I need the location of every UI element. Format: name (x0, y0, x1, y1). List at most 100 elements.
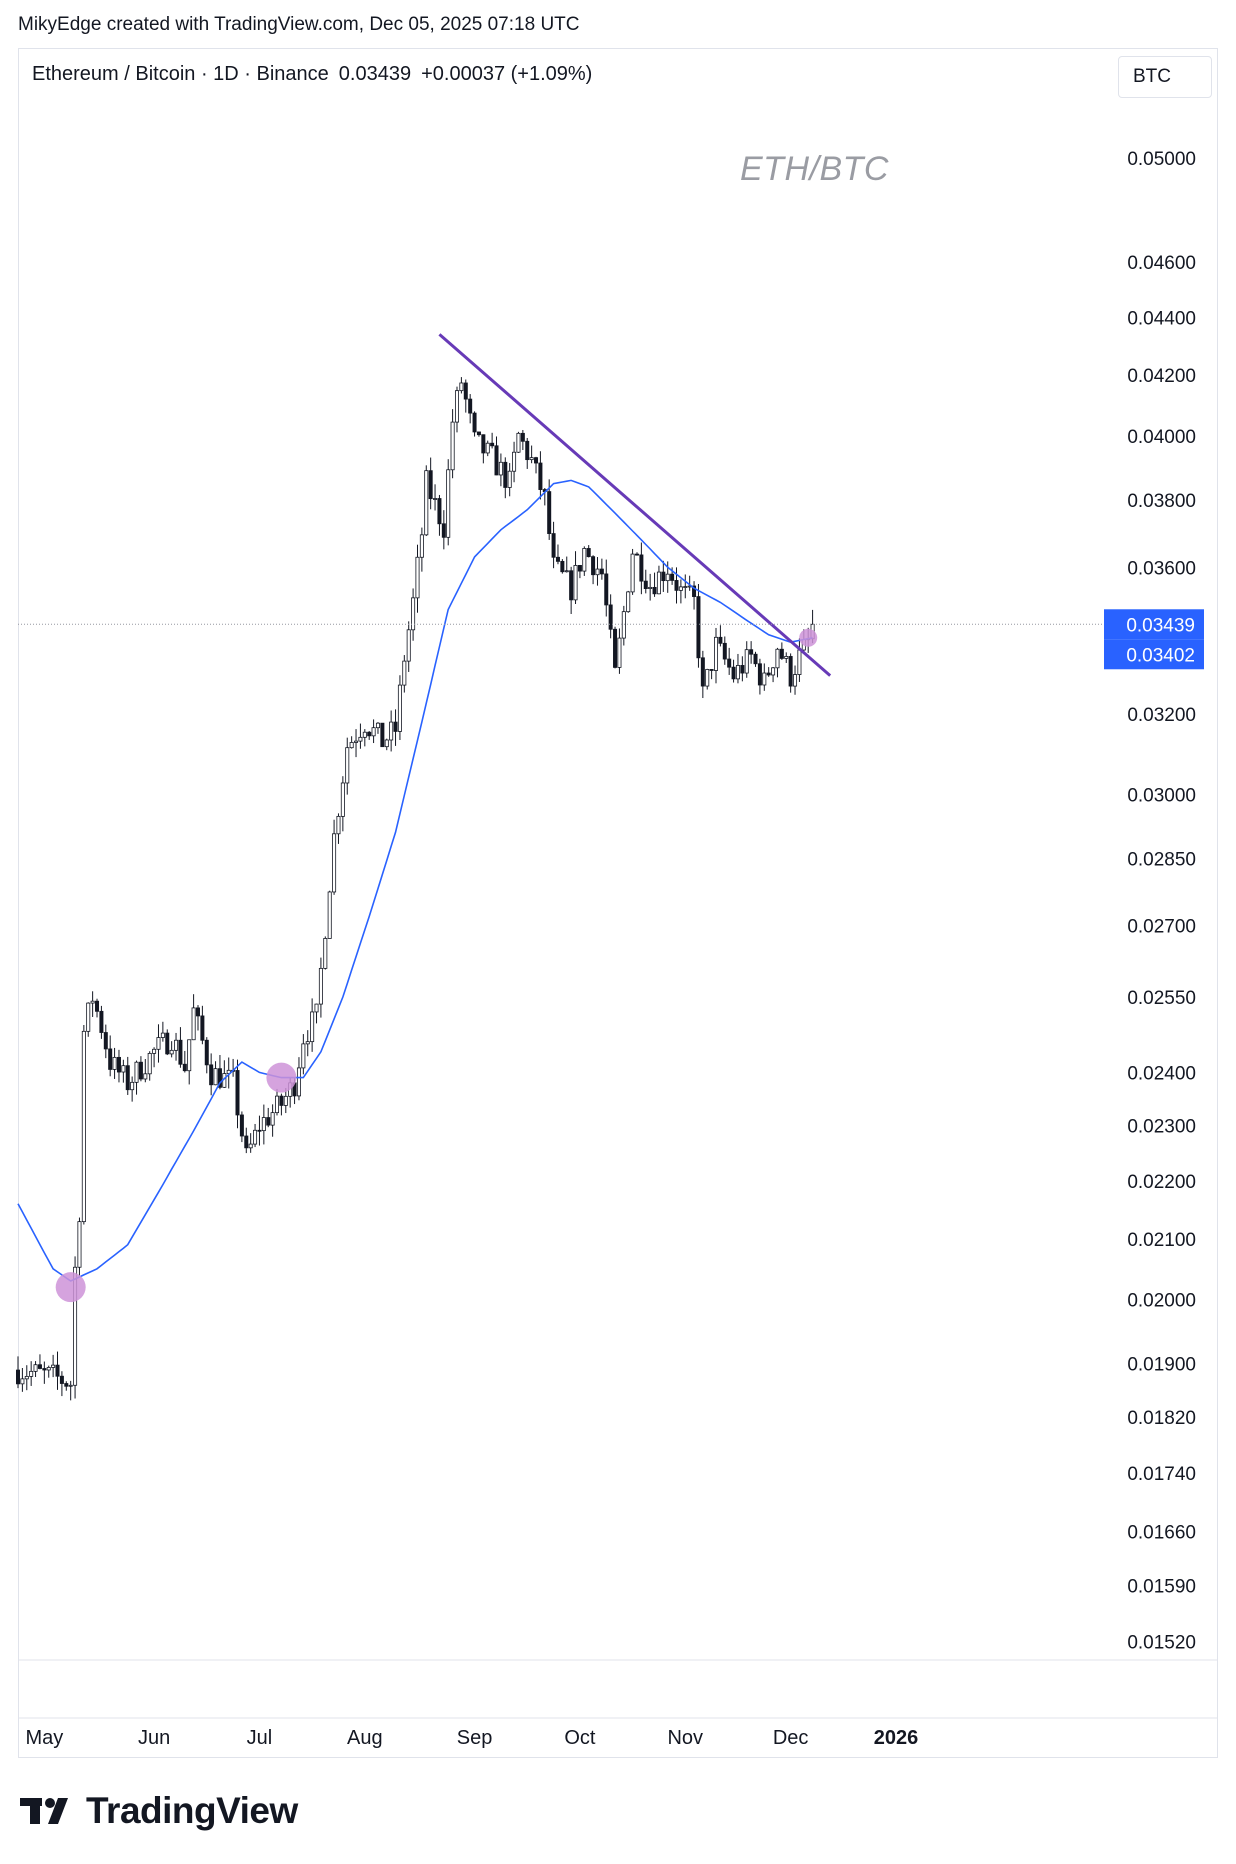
candle (222, 1060, 227, 1088)
candle-body (195, 1007, 200, 1017)
candle-body (433, 498, 438, 500)
candle (718, 625, 723, 647)
candle (419, 527, 424, 572)
candle (20, 1367, 25, 1392)
candle-body (283, 1095, 288, 1106)
y-tick-label: 0.04600 (1127, 253, 1196, 274)
candle (121, 1059, 126, 1083)
candle-body (450, 421, 455, 471)
y-tick-label: 0.02300 (1127, 1116, 1196, 1137)
highlight-marker[interactable] (799, 628, 818, 647)
price-label-text: 0.03439 (1126, 615, 1195, 636)
candle-body (134, 1061, 139, 1083)
candle (507, 463, 512, 497)
symbol-name: Ethereum / Bitcoin · 1D · Binance (32, 63, 329, 85)
candle-body (323, 938, 328, 969)
candle-body (538, 462, 543, 490)
candle-body (678, 586, 683, 591)
candle-body (555, 556, 560, 562)
y-tick-label: 0.04200 (1127, 366, 1196, 387)
candle (279, 1093, 284, 1116)
candle-body (209, 1064, 214, 1086)
descending-trendline[interactable] (438, 333, 832, 677)
candle (516, 431, 521, 453)
candle (24, 1365, 29, 1391)
candle (349, 736, 354, 749)
price-chart[interactable]: 0.05000 0.04600 0.04400 0.04200 0.04000 0.038… (0, 0, 1236, 1770)
candle-body (314, 1003, 319, 1013)
chart-frame (18, 48, 1218, 1758)
candle-body (419, 534, 424, 558)
price-change: +0.00037 (+1.09%) (421, 63, 593, 85)
y-tick-label: 0.03200 (1127, 705, 1196, 726)
y-tick-label: 0.02100 (1127, 1230, 1196, 1251)
candle (599, 558, 604, 580)
candle-body (705, 669, 710, 687)
candle (678, 579, 683, 604)
candle-body (696, 596, 701, 659)
candle-body (143, 1073, 148, 1080)
candle-body (397, 684, 402, 732)
candle-body (591, 556, 596, 576)
candle-body (178, 1039, 183, 1065)
candle (130, 1076, 135, 1102)
highlight-marker[interactable] (55, 1272, 86, 1303)
candle (617, 628, 622, 674)
candle-body (656, 571, 661, 595)
candle (446, 459, 451, 546)
candle (367, 731, 372, 740)
candle-body (90, 1000, 95, 1004)
candle-body (744, 649, 749, 674)
candle-body (634, 553, 639, 556)
candle (551, 521, 556, 569)
currency-button[interactable]: BTC (1118, 56, 1212, 98)
candle-body (771, 667, 776, 676)
moving-average-line[interactable] (17, 479, 813, 1282)
candle (595, 557, 600, 586)
candle (103, 1024, 108, 1059)
candle-body (784, 656, 789, 659)
candle (156, 1024, 161, 1063)
candle-body (64, 1383, 69, 1387)
candle-body (411, 597, 416, 631)
candle-body (349, 742, 354, 749)
y-tick-label: 0.01740 (1127, 1464, 1196, 1485)
highlight-marker[interactable] (266, 1062, 297, 1093)
candle-body (248, 1143, 253, 1149)
candle-body (371, 727, 376, 737)
candle-body (362, 731, 367, 738)
candle (766, 667, 771, 677)
candle (696, 583, 701, 668)
candle-body (191, 1007, 196, 1041)
candle-body (81, 1030, 86, 1223)
symbol-legend[interactable]: Ethereum / Bitcoin · 1D · Binance 0.03439… (32, 63, 602, 86)
candle (779, 642, 784, 660)
candle-body (279, 1095, 284, 1106)
candle (29, 1361, 34, 1386)
candle (231, 1058, 236, 1077)
candle (187, 1039, 192, 1085)
candle-body (86, 1002, 91, 1032)
candle-body (437, 498, 442, 525)
candle-body (529, 457, 534, 461)
candle-body (490, 442, 495, 447)
candle (424, 465, 429, 537)
candle-body (454, 390, 459, 423)
y-tick-label: 0.02000 (1127, 1291, 1196, 1312)
candle-body (73, 1266, 78, 1386)
y-tick-label: 0.03000 (1127, 785, 1196, 806)
y-tick-label: 0.01660 (1127, 1523, 1196, 1544)
candle (494, 436, 499, 476)
candle-body (406, 629, 411, 662)
candle-body (253, 1129, 258, 1145)
candle (555, 544, 560, 565)
x-tick-label: Jun (138, 1727, 170, 1749)
candle (749, 641, 754, 664)
tradingview-logo[interactable]: TradingView (20, 1790, 298, 1832)
candle-body (37, 1364, 42, 1369)
candle (740, 656, 745, 682)
candle-body (441, 523, 446, 538)
candle (375, 722, 380, 734)
candle-body (793, 674, 798, 687)
candle-body (270, 1112, 275, 1126)
